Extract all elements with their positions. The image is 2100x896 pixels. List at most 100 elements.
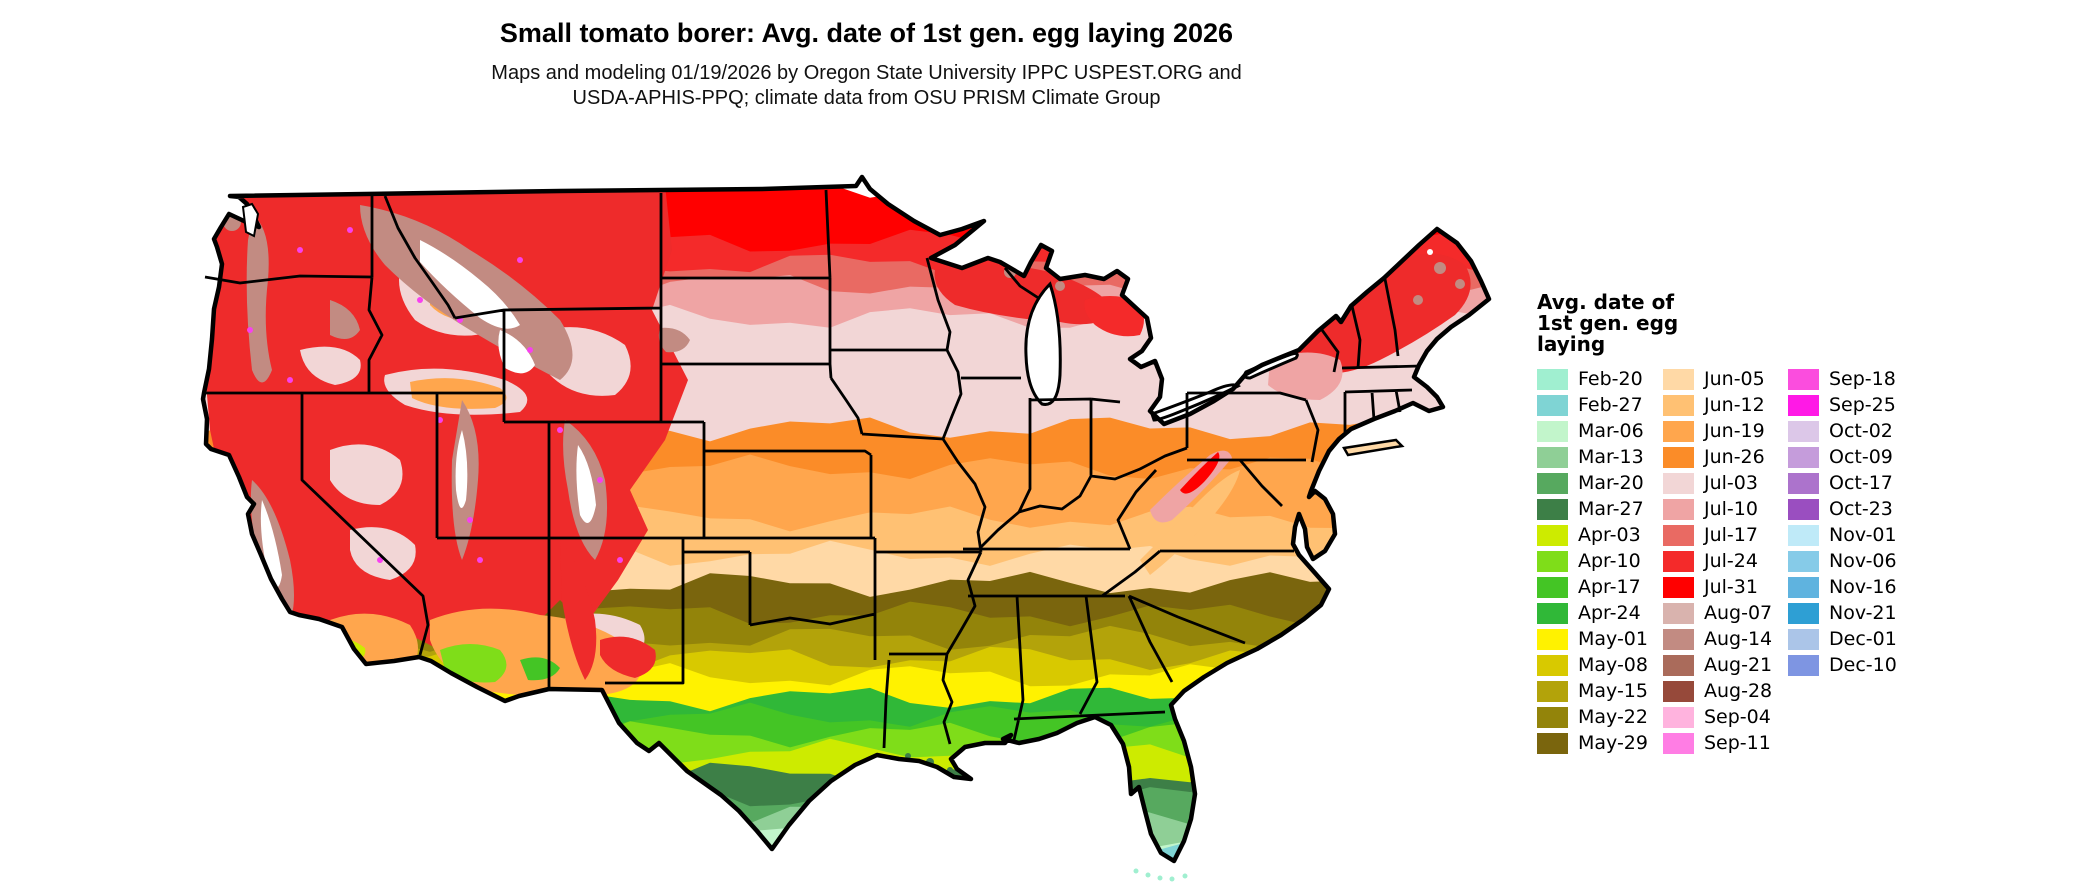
- legend-item: Aug-07: [1663, 600, 1772, 626]
- legend-swatch: [1663, 576, 1694, 598]
- legend-swatch: [1663, 628, 1694, 650]
- legend-swatch: [1537, 524, 1568, 546]
- legend-swatch: [1663, 394, 1694, 416]
- legend-label: Mar-13: [1578, 446, 1644, 468]
- legend-swatch: [1537, 498, 1568, 520]
- legend-label: Mar-27: [1578, 498, 1644, 520]
- legend-swatch: [1788, 498, 1819, 520]
- legend-label: May-15: [1578, 680, 1648, 702]
- legend-label: Mar-06: [1578, 420, 1644, 442]
- legend-label: Aug-21: [1704, 654, 1773, 676]
- legend-item: May-15: [1537, 678, 1648, 704]
- legend-label: Jun-19: [1704, 420, 1765, 442]
- legend-item: Feb-27: [1537, 392, 1648, 418]
- legend-item: Aug-21: [1663, 652, 1772, 678]
- legend-item: Jul-17: [1663, 522, 1772, 548]
- western-terrain-patches: [203, 185, 690, 725]
- legend-item: Jul-31: [1663, 574, 1772, 600]
- legend-item: Sep-18: [1788, 366, 1897, 392]
- legend-label: Sep-11: [1704, 732, 1771, 754]
- legend-label: May-08: [1578, 654, 1648, 676]
- legend-item: Mar-13: [1537, 444, 1648, 470]
- legend-label: Jul-17: [1704, 524, 1758, 546]
- legend-label: Jun-26: [1704, 446, 1765, 468]
- legend-item: Apr-24: [1537, 600, 1648, 626]
- legend-swatch: [1537, 550, 1568, 572]
- legend-label: Jul-10: [1704, 498, 1758, 520]
- legend-item: Apr-10: [1537, 548, 1648, 574]
- legend-swatch: [1663, 550, 1694, 572]
- legend-item: Jul-10: [1663, 496, 1772, 522]
- legend-label: Oct-09: [1829, 446, 1893, 468]
- legend-item: May-22: [1537, 704, 1648, 730]
- legend-label: Apr-24: [1578, 602, 1641, 624]
- legend-label: Aug-07: [1704, 602, 1773, 624]
- legend-label: Jun-12: [1704, 394, 1765, 416]
- legend-swatch: [1537, 394, 1568, 416]
- state-borders: [204, 189, 1421, 749]
- legend-item: Sep-25: [1788, 392, 1897, 418]
- legend-swatch: [1788, 628, 1819, 650]
- legend-label: Aug-14: [1704, 628, 1773, 650]
- legend-column-1: Feb-20 Feb-27 Mar-06 Mar-13 Mar-20 Mar-27 Apr-…: [1537, 366, 1648, 756]
- legend-swatch: [1663, 472, 1694, 494]
- legend-label: Aug-28: [1704, 680, 1773, 702]
- legend-column-2: Jun-05 Jun-12 Jun-19 Jun-26 Jul-03 Jul-10 Jul-…: [1663, 366, 1772, 756]
- legend-swatch: [1537, 446, 1568, 468]
- legend-swatch: [1788, 576, 1819, 598]
- legend-item: Nov-16: [1788, 574, 1897, 600]
- legend-item: Mar-06: [1537, 418, 1648, 444]
- legend-label: Jul-31: [1704, 576, 1758, 598]
- appalachian-patches: [1140, 450, 1240, 575]
- legend-swatch: [1537, 654, 1568, 676]
- legend-swatch: [1788, 524, 1819, 546]
- legend-swatch: [1788, 602, 1819, 624]
- legend-item: Mar-27: [1537, 496, 1648, 522]
- legend-swatch: [1537, 420, 1568, 442]
- legend-swatch: [1537, 680, 1568, 702]
- legend-item: Nov-01: [1788, 522, 1897, 548]
- legend-item: Sep-11: [1663, 730, 1772, 756]
- legend-item: Apr-17: [1537, 574, 1648, 600]
- florida-keys: [1133, 868, 1188, 882]
- legend-item: May-29: [1537, 730, 1648, 756]
- legend-label: Dec-01: [1829, 628, 1897, 650]
- legend-swatch: [1788, 446, 1819, 468]
- legend-label: Nov-21: [1829, 602, 1897, 624]
- legend-label: Oct-02: [1829, 420, 1893, 442]
- legend-item: Nov-06: [1788, 548, 1897, 574]
- legend-label: Nov-16: [1829, 576, 1897, 598]
- subtitle-line-1: Maps and modeling 01/19/2026 by Oregon S…: [491, 62, 1242, 84]
- legend-item: Oct-17: [1788, 470, 1897, 496]
- legend-item: Oct-02: [1788, 418, 1897, 444]
- legend-item: Dec-01: [1788, 626, 1897, 652]
- legend-label: Feb-27: [1578, 394, 1643, 416]
- legend-item: Jun-19: [1663, 418, 1772, 444]
- legend-item: Dec-10: [1788, 652, 1897, 678]
- legend-swatch: [1788, 550, 1819, 572]
- legend-item: Jul-24: [1663, 548, 1772, 574]
- legend-label: Jun-05: [1704, 368, 1765, 390]
- legend-swatch: [1537, 628, 1568, 650]
- legend-label: Dec-10: [1829, 654, 1897, 676]
- legend: Avg. date of 1st gen. egg laying Feb-20 F…: [1537, 292, 2097, 754]
- legend-label: Oct-17: [1829, 472, 1893, 494]
- legend-item: Jun-05: [1663, 366, 1772, 392]
- puget-sound: [241, 202, 260, 238]
- legend-item: Feb-20: [1537, 366, 1648, 392]
- legend-swatch: [1663, 706, 1694, 728]
- legend-label: Apr-03: [1578, 524, 1641, 546]
- legend-item: May-01: [1537, 626, 1648, 652]
- legend-label: May-29: [1578, 732, 1648, 754]
- legend-swatch: [1663, 368, 1694, 390]
- legend-label: Nov-06: [1829, 550, 1897, 572]
- legend-label: Sep-25: [1829, 394, 1896, 416]
- legend-item: Mar-20: [1537, 470, 1648, 496]
- long-island: [1342, 438, 1405, 457]
- legend-swatch: [1537, 576, 1568, 598]
- map-subtitle: Maps and modeling 01/19/2026 by Oregon S…: [0, 61, 1733, 111]
- legend-swatch: [1663, 446, 1694, 468]
- conus-outline: [200, 174, 1492, 864]
